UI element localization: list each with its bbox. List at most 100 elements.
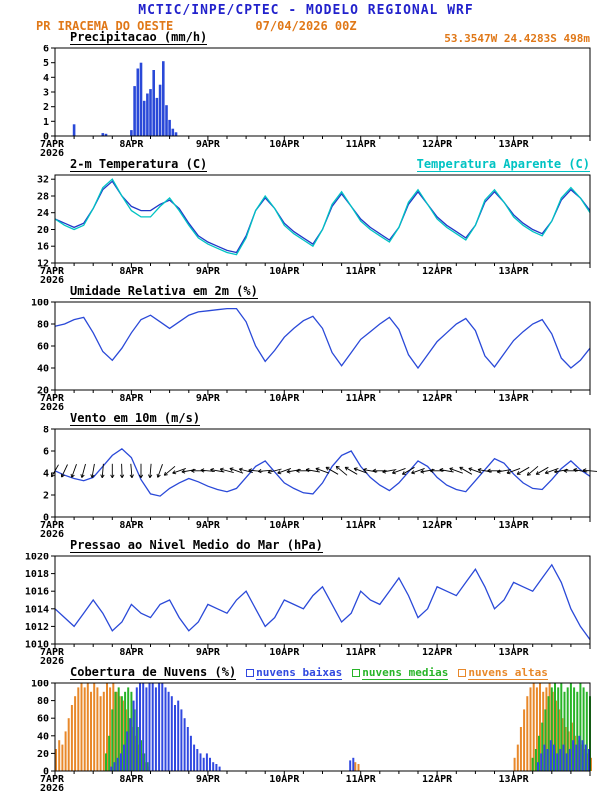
svg-text:2026: 2026 — [40, 783, 64, 792]
panel-svg-4: 0 2 4 6 8 7APR 8APR 9APR 10APR 11APR 12APR 13APR 202… — [40, 426, 598, 538]
svg-text:10APR: 10APR — [269, 774, 300, 785]
svg-text:0: 0 — [43, 132, 49, 143]
svg-text:8APR: 8APR — [119, 139, 144, 150]
legend-mid-clouds-label: nuvens medias — [362, 666, 449, 680]
panel-svg-1: 0 1 2 3 4 5 6 7APR 8APR 9APR 10APR 11APR 12APR 13APR 2… — [40, 45, 591, 157]
svg-text:9APR: 9APR — [196, 139, 221, 150]
legend-low-clouds-label: nuvens baixas — [256, 666, 343, 680]
svg-text:13APR: 13APR — [499, 520, 530, 531]
svg-text:11APR: 11APR — [346, 520, 377, 531]
mid-clouds-swatch-icon — [352, 669, 361, 677]
svg-text:7APR: 7APR — [40, 520, 65, 531]
svg-text:7APR: 7APR — [40, 266, 65, 277]
svg-text:13APR: 13APR — [499, 774, 530, 785]
svg-text:13APR: 13APR — [499, 393, 530, 404]
svg-text:100: 100 — [31, 299, 49, 309]
panel-title-humidity: Umidade Relativa em 2m (%) — [70, 284, 258, 299]
panel-temperature-titlerow: 2-m Temperatura (C) Temperatura Aparente… — [0, 157, 612, 172]
svg-text:12APR: 12APR — [422, 139, 453, 150]
svg-text:2026: 2026 — [40, 529, 64, 538]
svg-text:11APR: 11APR — [346, 647, 377, 658]
svg-text:6: 6 — [43, 45, 49, 55]
svg-text:1020: 1020 — [25, 553, 49, 563]
svg-text:2026: 2026 — [40, 656, 64, 665]
svg-text:8: 8 — [43, 426, 49, 436]
panel-humidity: Umidade Relativa em 2m (%) 20 40 60 80 100 7A… — [0, 284, 612, 411]
svg-text:0: 0 — [43, 513, 49, 524]
svg-text:9APR: 9APR — [196, 774, 221, 785]
legend-mid-clouds: nuvens medias — [352, 666, 449, 680]
svg-text:3: 3 — [43, 88, 49, 99]
svg-text:11APR: 11APR — [346, 139, 377, 150]
svg-text:2026: 2026 — [40, 148, 64, 157]
svg-text:5: 5 — [43, 58, 49, 69]
panel-svg-2: 12 16 20 24 28 32 7APR 8APR 9APR 10APR 11APR 12APR 1… — [37, 174, 591, 284]
svg-text:2: 2 — [43, 102, 49, 113]
svg-text:0: 0 — [43, 767, 49, 778]
svg-text:10APR: 10APR — [269, 520, 300, 531]
legend-high-clouds-label: nuvens altas — [468, 666, 548, 680]
svg-text:20: 20 — [37, 386, 49, 397]
high-clouds-swatch-icon — [458, 669, 467, 677]
panel-wind: Vento em 10m (m/s) 0 2 4 6 8 7APR 8APR 9APR 10AP… — [0, 411, 612, 538]
svg-text:8APR: 8APR — [119, 774, 144, 785]
svg-text:10APR: 10APR — [269, 266, 300, 277]
svg-text:8APR: 8APR — [119, 266, 144, 277]
model-title: MCTIC/INPE/CPTEC - MODELO REGIONAL WRF — [138, 3, 474, 18]
svg-text:9APR: 9APR — [196, 647, 221, 658]
svg-text:40: 40 — [37, 364, 49, 375]
svg-text:11APR: 11APR — [346, 774, 377, 785]
svg-text:20: 20 — [37, 749, 49, 760]
svg-text:2026: 2026 — [40, 275, 64, 284]
svg-text:4: 4 — [43, 469, 49, 480]
low-clouds-swatch-icon — [246, 669, 255, 677]
station-name: PR IRACEMA DO OESTE — [36, 19, 174, 33]
svg-text:11APR: 11APR — [346, 393, 377, 404]
panel-title-temperature: 2-m Temperatura (C) — [70, 157, 208, 172]
svg-text:12APR: 12APR — [422, 774, 453, 785]
svg-text:12APR: 12APR — [422, 266, 453, 277]
svg-text:10APR: 10APR — [269, 647, 300, 658]
svg-text:9APR: 9APR — [196, 520, 221, 531]
panel-title-wind: Vento em 10m (m/s) — [70, 411, 201, 426]
panel-title-cloud-cover: Cobertura de Nuvens (%) — [70, 665, 237, 680]
svg-text:4: 4 — [43, 73, 49, 84]
station-coordinates: 53.3547W 24.4283S 498m — [444, 32, 590, 45]
svg-text:6: 6 — [43, 447, 49, 458]
panel-title-precipitation: Precipitacao (mm/h) — [70, 30, 208, 45]
svg-text:12APR: 12APR — [422, 647, 453, 658]
svg-text:7APR: 7APR — [40, 139, 65, 150]
panel-precipitation: Precipitacao (mm/h) 53.3547W 24.4283S 49… — [0, 30, 612, 157]
svg-text:20: 20 — [37, 225, 49, 236]
panel-cloud-titlerow: Cobertura de Nuvens (%) nuvens baixas nu… — [0, 665, 612, 680]
panel-svg-3: 20 40 60 80 100 7APR 8APR 9APR 10APR 11APR 12APR 13… — [31, 299, 591, 411]
svg-text:1010: 1010 — [25, 640, 49, 651]
svg-text:10APR: 10APR — [269, 393, 300, 404]
svg-text:9APR: 9APR — [196, 266, 221, 277]
panel-humidity-titlerow: Umidade Relativa em 2m (%) — [0, 284, 612, 299]
svg-text:80: 80 — [37, 320, 49, 331]
svg-text:9APR: 9APR — [196, 393, 221, 404]
svg-text:1016: 1016 — [25, 587, 49, 598]
panel-svg-5: 1010 1012 1014 1016 1018 1020 7APR 8APR 9APR 10AP… — [25, 553, 591, 665]
svg-text:8APR: 8APR — [119, 520, 144, 531]
svg-text:2: 2 — [43, 491, 49, 502]
svg-text:80: 80 — [37, 696, 49, 707]
panel-pressure: Pressao ao Nivel Medio do Mar (hPa) 1010… — [0, 538, 612, 665]
run-datetime: 07/04/2026 00Z — [255, 19, 357, 33]
header: MCTIC/INPE/CPTEC - MODELO REGIONAL WRF P… — [0, 0, 612, 33]
svg-text:8APR: 8APR — [119, 647, 144, 658]
header-subtitle: PR IRACEMA DO OESTE 07/04/2026 00Z — [0, 19, 612, 33]
svg-text:60: 60 — [37, 342, 49, 353]
svg-text:1012: 1012 — [25, 622, 49, 633]
svg-text:12: 12 — [37, 259, 49, 270]
svg-text:60: 60 — [37, 714, 49, 725]
svg-text:16: 16 — [37, 242, 49, 253]
legend-high-clouds: nuvens altas — [458, 666, 548, 680]
svg-text:1018: 1018 — [25, 569, 49, 580]
svg-text:24: 24 — [37, 208, 49, 219]
svg-text:1014: 1014 — [25, 604, 49, 615]
svg-text:32: 32 — [37, 175, 49, 186]
svg-text:7APR: 7APR — [40, 774, 65, 785]
